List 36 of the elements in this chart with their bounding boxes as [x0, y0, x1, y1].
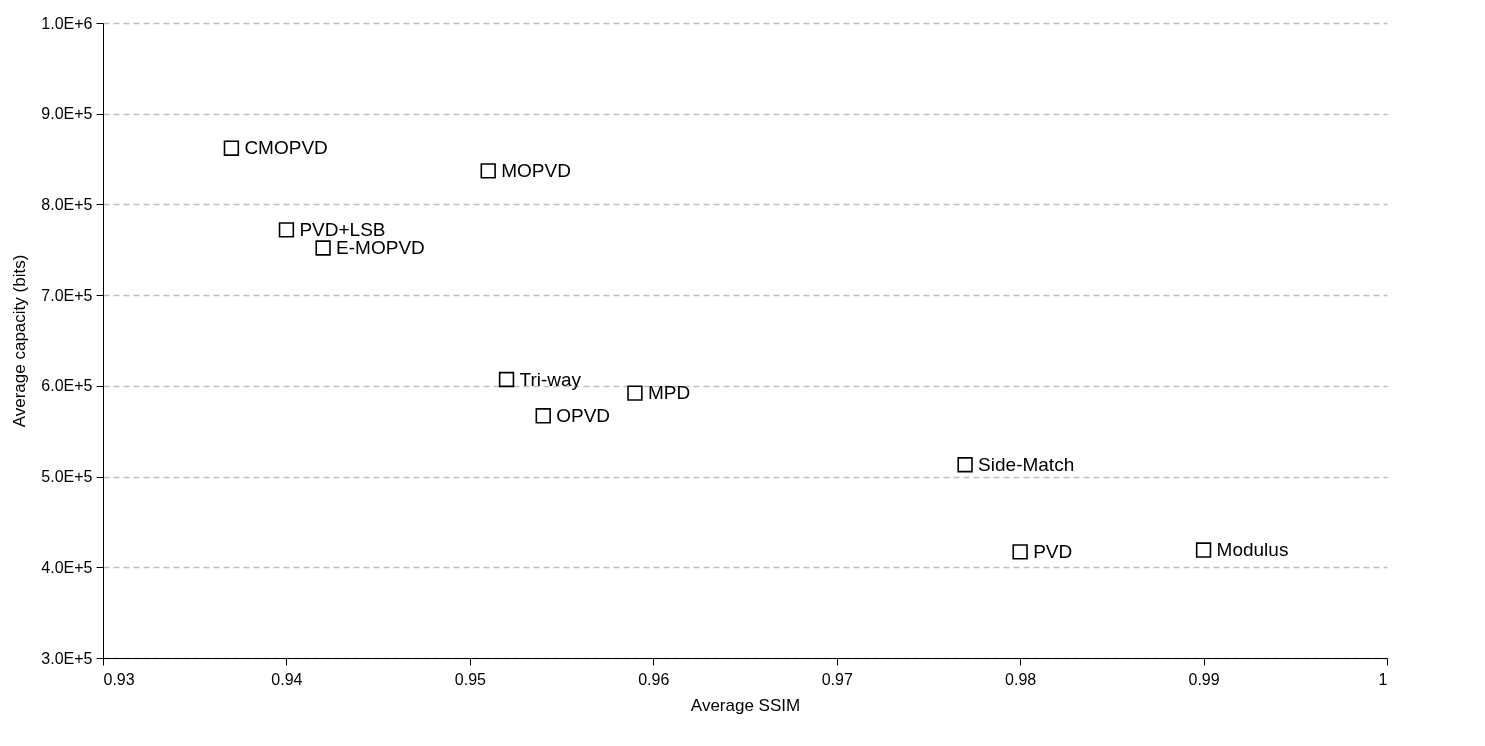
annotation: CMOPVD — [244, 137, 328, 159]
annotation: OPVD — [556, 404, 611, 426]
x-tick-label: 0.94 — [271, 670, 303, 688]
annotation: Tri-way — [519, 368, 582, 390]
y-tick-label: 9.0E+5 — [41, 105, 93, 123]
x-tick-label: 0.98 — [1005, 670, 1037, 688]
y-tick-label: 1.0E+6 — [41, 14, 93, 32]
x-tick-label: 0.96 — [638, 670, 670, 688]
annotation: MOPVD — [501, 159, 571, 181]
point — [1012, 544, 1028, 560]
y-tick-label: 6.0E+5 — [41, 377, 93, 395]
annotation: PVD — [1033, 540, 1073, 562]
x-tick-label: 0.95 — [454, 670, 487, 688]
annotation: MPD — [647, 382, 691, 404]
x-axis-title: Average SSIM — [690, 695, 801, 715]
y-axis-title: Average capacity (bits) — [10, 254, 30, 428]
point — [1195, 542, 1212, 558]
y-tick-label: 3.0E+5 — [41, 649, 93, 667]
annotation: Modulus — [1216, 539, 1289, 561]
x-tick-label: 0.99 — [1188, 670, 1220, 688]
point — [223, 140, 240, 156]
point — [278, 222, 295, 238]
x-tick-label: 1 — [1378, 670, 1388, 688]
point — [957, 457, 973, 473]
point — [498, 371, 515, 388]
x-tick-label: 0.97 — [821, 670, 853, 688]
point — [627, 385, 643, 401]
annotation: Side-Match — [978, 453, 1075, 475]
point — [480, 163, 496, 179]
x-tick-label: 0.93 — [103, 670, 135, 688]
point — [315, 240, 331, 256]
y-tick-label: 8.0E+5 — [41, 195, 93, 213]
y-tick-label: 7.0E+5 — [41, 286, 93, 304]
y-tick-label: 5.0E+5 — [41, 468, 93, 486]
point — [535, 408, 551, 424]
y-tick-label: 4.0E+5 — [41, 558, 93, 576]
